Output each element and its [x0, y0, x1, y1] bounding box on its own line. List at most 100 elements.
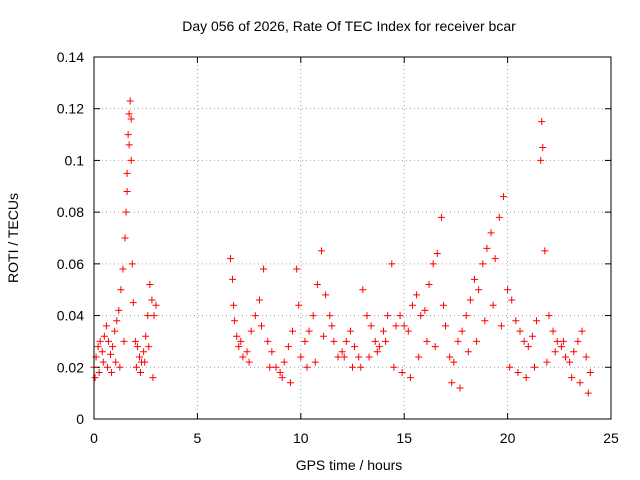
data-point	[516, 327, 524, 335]
y-tick-label: 0.08	[57, 204, 84, 220]
data-point	[429, 260, 437, 268]
data-point	[406, 374, 414, 382]
data-point	[357, 363, 365, 371]
data-point	[284, 343, 292, 351]
data-point	[464, 348, 472, 356]
data-point	[303, 363, 311, 371]
data-point	[230, 301, 238, 309]
data-point	[123, 169, 131, 177]
data-point	[276, 368, 284, 376]
data-point	[442, 322, 450, 330]
data-point	[258, 322, 266, 330]
data-point	[421, 306, 429, 314]
data-point	[148, 296, 156, 304]
data-point	[108, 368, 116, 376]
data-point	[437, 213, 445, 221]
data-point	[102, 322, 110, 330]
data-point	[446, 353, 454, 361]
data-point	[557, 343, 565, 351]
data-point	[371, 337, 379, 345]
data-point	[528, 332, 536, 340]
y-tick-label: 0	[76, 411, 84, 427]
data-point	[104, 337, 112, 345]
data-point	[95, 368, 103, 376]
data-point	[473, 337, 481, 345]
data-point	[530, 363, 538, 371]
x-tick-label: 5	[194, 430, 202, 446]
data-point	[111, 327, 119, 335]
data-point	[433, 250, 441, 258]
data-point	[413, 291, 421, 299]
data-point	[247, 327, 255, 335]
data-point	[144, 312, 152, 320]
data-point	[142, 332, 150, 340]
data-point	[570, 348, 578, 356]
data-point	[342, 337, 350, 345]
data-point	[260, 265, 268, 273]
data-point	[297, 353, 305, 361]
data-point	[375, 343, 383, 351]
y-tick-label: 0.06	[57, 256, 84, 272]
data-point	[448, 379, 456, 387]
data-point	[286, 379, 294, 387]
data-point	[107, 350, 115, 358]
data-point	[309, 312, 317, 320]
data-point	[322, 291, 330, 299]
data-point	[326, 312, 334, 320]
data-point	[145, 343, 153, 351]
data-point	[373, 348, 381, 356]
data-point	[514, 368, 522, 376]
data-point	[539, 144, 547, 151]
data-point	[466, 296, 474, 304]
data-point	[481, 317, 489, 325]
x-tick-label: 20	[500, 430, 516, 446]
data-point	[346, 327, 354, 335]
data-point	[487, 229, 495, 237]
data-point	[380, 327, 388, 335]
data-point	[499, 193, 507, 201]
data-point	[231, 317, 239, 325]
data-point	[415, 353, 423, 361]
data-point	[504, 286, 512, 294]
data-point	[400, 322, 408, 330]
data-point	[109, 343, 117, 351]
data-point	[266, 363, 274, 371]
data-point	[320, 332, 328, 340]
data-point	[330, 337, 338, 345]
data-point	[103, 363, 111, 371]
data-point	[506, 363, 514, 371]
data-point	[233, 332, 241, 340]
data-point	[235, 343, 243, 351]
data-point	[128, 260, 136, 268]
data-point	[566, 358, 574, 366]
data-point	[363, 312, 371, 320]
data-point	[245, 358, 253, 366]
data-point	[237, 337, 245, 345]
data-point	[311, 358, 319, 366]
data-point	[264, 337, 272, 345]
data-point	[137, 368, 145, 376]
data-point	[255, 296, 263, 304]
data-point	[124, 131, 132, 139]
data-point	[538, 118, 546, 126]
data-point	[475, 286, 483, 294]
data-point	[338, 348, 346, 356]
data-point	[149, 374, 157, 382]
plot-frame	[93, 56, 612, 420]
data-point	[126, 97, 134, 105]
data-point	[551, 348, 559, 356]
data-point	[334, 353, 342, 361]
y-axis-label: ROTI / TECUs	[5, 193, 21, 283]
data-point	[243, 348, 251, 356]
data-point	[568, 374, 576, 382]
grid-lines	[94, 57, 611, 419]
data-point	[125, 141, 133, 149]
data-point	[549, 327, 557, 335]
data-point	[584, 389, 592, 397]
data-point	[129, 299, 137, 307]
x-tick-label: 25	[603, 430, 619, 446]
data-point	[152, 301, 160, 309]
y-tick-label: 0.04	[57, 308, 84, 324]
data-point	[295, 301, 303, 309]
data-point	[132, 363, 140, 371]
